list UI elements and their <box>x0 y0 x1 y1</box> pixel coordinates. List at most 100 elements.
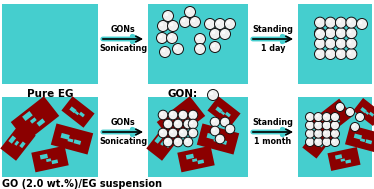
Circle shape <box>162 11 174 22</box>
Circle shape <box>168 128 178 138</box>
Circle shape <box>217 136 220 139</box>
Text: 1 month: 1 month <box>254 137 292 146</box>
Circle shape <box>317 30 320 33</box>
Polygon shape <box>74 139 81 145</box>
Polygon shape <box>206 133 216 140</box>
Circle shape <box>306 138 315 146</box>
Circle shape <box>335 38 346 49</box>
Circle shape <box>324 131 327 134</box>
Circle shape <box>222 31 225 34</box>
Circle shape <box>160 112 163 115</box>
Circle shape <box>325 49 336 60</box>
Circle shape <box>172 43 184 54</box>
Bar <box>148 4 248 84</box>
Circle shape <box>220 117 230 127</box>
Circle shape <box>346 49 357 60</box>
Polygon shape <box>328 147 361 171</box>
Circle shape <box>162 49 165 52</box>
Polygon shape <box>160 141 165 146</box>
Circle shape <box>178 110 188 120</box>
Circle shape <box>175 46 178 49</box>
Circle shape <box>306 121 315 130</box>
Circle shape <box>327 19 331 23</box>
Circle shape <box>317 51 320 54</box>
Text: Sonicating: Sonicating <box>99 44 147 53</box>
Circle shape <box>205 19 215 29</box>
Circle shape <box>187 9 190 12</box>
Circle shape <box>348 51 352 54</box>
Circle shape <box>166 33 178 43</box>
Circle shape <box>165 13 168 16</box>
Circle shape <box>332 114 335 117</box>
Circle shape <box>157 20 169 32</box>
Circle shape <box>359 21 362 24</box>
Circle shape <box>314 121 323 130</box>
Circle shape <box>217 21 220 24</box>
Polygon shape <box>345 125 374 153</box>
Polygon shape <box>319 142 325 147</box>
Circle shape <box>338 19 341 23</box>
Text: GONs: GONs <box>111 25 135 34</box>
Polygon shape <box>74 111 79 115</box>
Circle shape <box>335 17 346 28</box>
Circle shape <box>327 30 331 33</box>
Circle shape <box>158 110 168 120</box>
Polygon shape <box>31 146 69 172</box>
Bar <box>2 4 98 84</box>
Circle shape <box>183 137 193 147</box>
Text: GON:: GON: <box>168 89 198 99</box>
Polygon shape <box>11 96 59 142</box>
Circle shape <box>315 38 325 49</box>
Circle shape <box>335 28 346 39</box>
Polygon shape <box>353 98 374 126</box>
Circle shape <box>314 129 323 138</box>
Polygon shape <box>176 117 183 124</box>
Polygon shape <box>22 111 33 121</box>
Polygon shape <box>369 112 374 117</box>
Circle shape <box>173 119 183 129</box>
Circle shape <box>215 134 225 144</box>
Polygon shape <box>186 154 194 160</box>
Circle shape <box>185 139 188 142</box>
Circle shape <box>306 129 315 138</box>
Text: Standing: Standing <box>252 118 294 127</box>
Circle shape <box>212 44 215 47</box>
Circle shape <box>317 19 320 23</box>
Circle shape <box>324 123 327 125</box>
Polygon shape <box>51 159 58 164</box>
Polygon shape <box>225 112 231 117</box>
Polygon shape <box>8 136 16 144</box>
Circle shape <box>163 137 173 147</box>
Text: Standing: Standing <box>252 25 294 34</box>
Polygon shape <box>154 136 162 144</box>
Circle shape <box>346 28 357 39</box>
Circle shape <box>307 131 310 134</box>
Bar <box>2 97 98 177</box>
Circle shape <box>210 92 213 95</box>
Circle shape <box>184 6 196 18</box>
Circle shape <box>346 17 357 28</box>
Polygon shape <box>197 123 239 155</box>
Circle shape <box>322 112 331 122</box>
Circle shape <box>332 139 335 142</box>
Polygon shape <box>340 158 345 162</box>
Circle shape <box>190 121 193 124</box>
Circle shape <box>357 114 360 117</box>
Circle shape <box>212 31 215 34</box>
Circle shape <box>331 138 340 146</box>
Text: 1 day: 1 day <box>261 44 285 53</box>
Polygon shape <box>319 112 329 121</box>
Polygon shape <box>146 123 182 161</box>
Circle shape <box>315 17 325 28</box>
Circle shape <box>331 112 340 122</box>
Circle shape <box>350 122 359 132</box>
Circle shape <box>346 38 357 49</box>
Polygon shape <box>0 123 36 161</box>
Text: GO (2.0 wt.%)/EG suspension: GO (2.0 wt.%)/EG suspension <box>2 179 162 189</box>
Circle shape <box>307 123 310 125</box>
Polygon shape <box>30 117 37 124</box>
Circle shape <box>337 104 340 107</box>
Polygon shape <box>365 111 369 115</box>
Polygon shape <box>183 118 191 127</box>
Circle shape <box>347 109 350 112</box>
